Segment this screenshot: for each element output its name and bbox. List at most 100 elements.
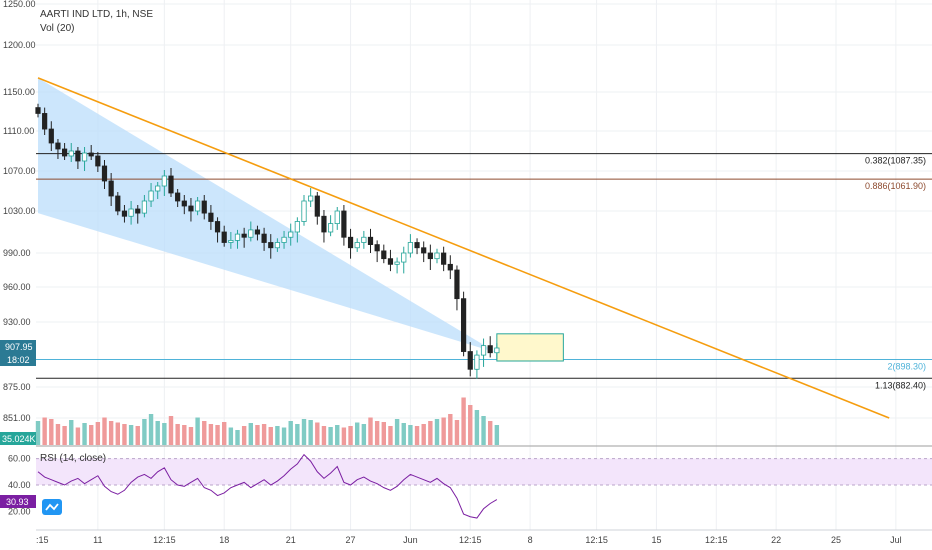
volume-bar — [108, 421, 114, 445]
volume-bar — [168, 416, 174, 445]
volume-bar — [128, 425, 134, 445]
candle — [148, 190, 154, 202]
candle — [381, 250, 387, 260]
candle — [101, 165, 108, 182]
price-tick-label: 1250.00 — [3, 0, 36, 9]
candle — [341, 210, 347, 238]
price-tick-label: 851.00 — [3, 413, 31, 423]
time-tick-label: 15 — [651, 535, 661, 545]
candle — [201, 200, 207, 214]
rsi-pane[interactable] — [36, 453, 932, 519]
volume-bar — [494, 425, 500, 445]
volume-bar — [261, 424, 267, 445]
volume-bar — [115, 422, 120, 445]
time-tick-label: 21 — [286, 535, 296, 545]
candle — [234, 233, 241, 241]
volume-bar — [355, 422, 360, 445]
volume-bar — [481, 416, 486, 445]
volume-bar — [49, 419, 54, 445]
candle — [441, 252, 447, 265]
rsi-line — [37, 453, 498, 519]
candle — [221, 231, 227, 243]
candle — [387, 258, 394, 265]
time-axis[interactable]: :15 11 12:15 18 21 27 Jun 12:15 8 12:15 15 12:15 22 2… — [36, 529, 932, 545]
rsi-tick-label: 60.00 — [8, 454, 31, 464]
rsi-legend: RSI (14, close) — [40, 453, 106, 464]
candle — [361, 236, 367, 243]
volume-bar — [328, 427, 333, 445]
trendline[interactable] — [37, 77, 890, 419]
candle — [480, 345, 487, 356]
volume-bar — [175, 424, 180, 445]
volume-bar — [235, 430, 240, 445]
price-tick-label: 930.00 — [3, 317, 31, 327]
candle — [81, 152, 88, 162]
rsi-axis[interactable]: 60.00 40.00 20.00 — [8, 454, 31, 517]
price-tag: 907.95 18:02 — [0, 340, 36, 366]
logo-icon[interactable] — [42, 499, 62, 515]
volume-bar — [414, 426, 420, 445]
time-tick-label: 25 — [831, 535, 841, 545]
volume-bar — [361, 424, 367, 445]
volume-bar — [135, 426, 140, 445]
candle — [88, 152, 94, 157]
candle — [487, 345, 493, 354]
volume-bar — [288, 421, 293, 445]
candle — [62, 148, 68, 157]
candle — [121, 210, 128, 217]
volume-bar — [488, 421, 493, 445]
candle — [288, 231, 294, 238]
price-tick-label: 990.00 — [3, 248, 31, 258]
target-box[interactable] — [496, 333, 564, 362]
volume-bar — [348, 426, 353, 445]
price-pane[interactable]: 0.382(1087.35) 0.886(1061.90) 2(898.30) 1.1… — [35, 0, 932, 530]
volume-bar — [335, 425, 340, 445]
candle — [241, 233, 247, 238]
time-tick-label: Jun — [403, 535, 418, 545]
fib-level-label: 2(898.30) — [887, 361, 926, 371]
candle — [68, 150, 74, 157]
candle — [268, 242, 274, 249]
time-tick-label: 22 — [771, 535, 781, 545]
time-tick-label: 12:15 — [459, 535, 482, 545]
volume-bar — [228, 427, 234, 445]
candle — [75, 150, 81, 162]
volume-bar — [75, 427, 81, 445]
volume-legend: Vol (20) — [40, 23, 74, 34]
price-tick-label: 1110.00 — [3, 126, 34, 136]
volume-bar — [448, 414, 453, 445]
candle — [228, 239, 234, 243]
volume-bar — [315, 422, 320, 445]
time-tick-label: 18 — [219, 535, 229, 545]
fib-level-label: 0.382(1087.35) — [865, 156, 926, 166]
volume-tag: 35.024K — [0, 432, 36, 445]
time-tick-label: 12:15 — [153, 535, 176, 545]
volume-bar — [394, 419, 400, 445]
candle — [421, 247, 427, 254]
candle — [460, 298, 467, 352]
volume-bar — [268, 427, 273, 445]
fib-levels[interactable]: 0.382(1087.35) 0.886(1061.90) 2(898.30) 1.1… — [36, 153, 932, 391]
volume-bar — [408, 425, 413, 445]
volume-bar — [381, 422, 386, 445]
rsi-tick-label: 20.00 — [8, 506, 31, 516]
volume-bar — [148, 414, 154, 445]
price-axis[interactable]: 1250.00 1200.00 1150.00 1110.00 1070.00 1030.… — [3, 0, 36, 423]
volume-bar — [368, 417, 373, 445]
candle — [494, 347, 500, 354]
volume-bar — [428, 421, 433, 445]
volume-tag-value: 35.024K — [2, 434, 36, 444]
wedge-area[interactable] — [38, 77, 497, 353]
volume-bar — [321, 426, 327, 445]
candle — [467, 351, 473, 370]
candle — [248, 229, 254, 238]
candle — [281, 236, 287, 243]
candle — [95, 155, 101, 167]
volume-bar — [222, 422, 227, 445]
volume-bar — [202, 421, 207, 445]
candle — [427, 252, 433, 260]
volume-bar — [388, 426, 393, 445]
candle — [294, 221, 300, 233]
volume-bar — [468, 405, 473, 445]
